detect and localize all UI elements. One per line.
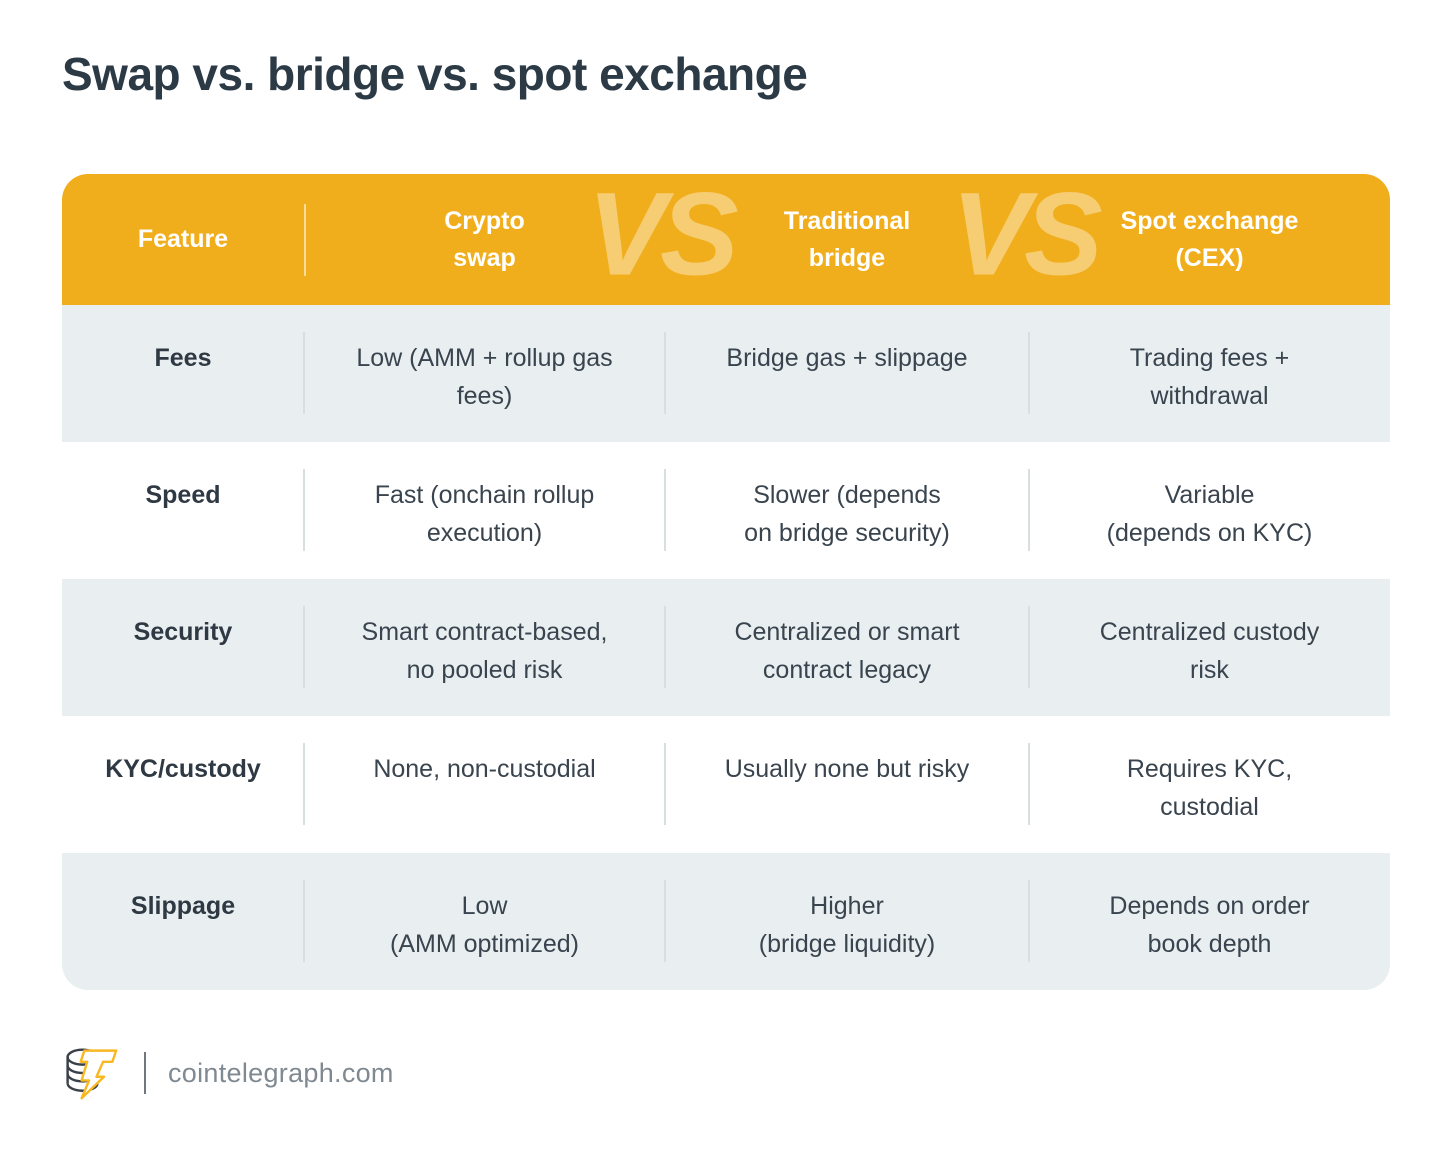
footer-site-label: cointelegraph.com [168,1057,394,1088]
table-cell: Slower (depends on bridge security) [664,442,1029,579]
table-cell: Fast (onchain rollup execution) [303,442,665,579]
table-cell: Higher (bridge liquidity) [664,853,1029,990]
table-cell: Low (AMM + rollup gas fees) [303,305,665,442]
table-cell: Centralized or smart contract legacy [664,579,1029,716]
table-cell: Usually none but risky [664,716,1029,853]
row-label: Slippage [130,892,236,920]
table-cell: Bridge gas + slippage [664,305,1029,442]
column-header-traditional-bridge: Traditional bridge [783,206,911,272]
table-cell: Low (AMM optimized) [303,853,665,990]
row-label: KYC/custody [105,755,261,783]
table-cell: Trading fees + withdrawal [1028,305,1390,442]
vs-watermark: VS [587,174,738,301]
table-cell: Centralized custody risk [1028,579,1390,716]
comparison-table: VS VS Feature Crypto swap Traditional br… [62,174,1390,990]
cointelegraph-logo-icon [66,1048,118,1100]
row-label: Speed [145,481,221,509]
vs-watermark: VS [951,174,1102,301]
table-row-kyc-custody: KYC/custody None, non-custodial Usually … [62,716,1390,853]
table-cell: Requires KYC, custodial [1028,716,1390,853]
footer: cointelegraph.com [62,1044,1390,1102]
footer-divider [144,1052,146,1094]
table-cell: Depends on order book depth [1028,853,1390,990]
column-header-spot-exchange: Spot exchange (CEX) [1120,206,1299,272]
lightning-bolt-icon [79,1049,118,1100]
table-cell: Variable (depends on KYC) [1028,442,1390,579]
table-cell: Smart contract-based, no pooled risk [303,579,665,716]
page-title: Swap vs. bridge vs. spot exchange [62,48,808,100]
table-cell: None, non-custodial [303,716,665,853]
header-column-divider [304,203,306,276]
table-row-speed: Speed Fast (onchain rollup execution) Sl… [62,442,1390,579]
column-header-crypto-swap: Crypto swap [444,206,525,272]
table-row-fees: Fees Low (AMM + rollup gas fees) Bridge … [62,305,1390,442]
column-header-feature: Feature [137,225,229,253]
table-row-slippage: Slippage Low (AMM optimized) Higher (bri… [62,853,1390,990]
row-label: Fees [154,344,212,372]
row-label: Security [133,618,233,646]
table-header-row: VS VS Feature Crypto swap Traditional br… [62,174,1390,305]
content-area: Swap vs. bridge vs. spot exchange VS VS … [0,46,1450,1102]
table-row-security: Security Smart contract-based, no pooled… [62,579,1390,716]
